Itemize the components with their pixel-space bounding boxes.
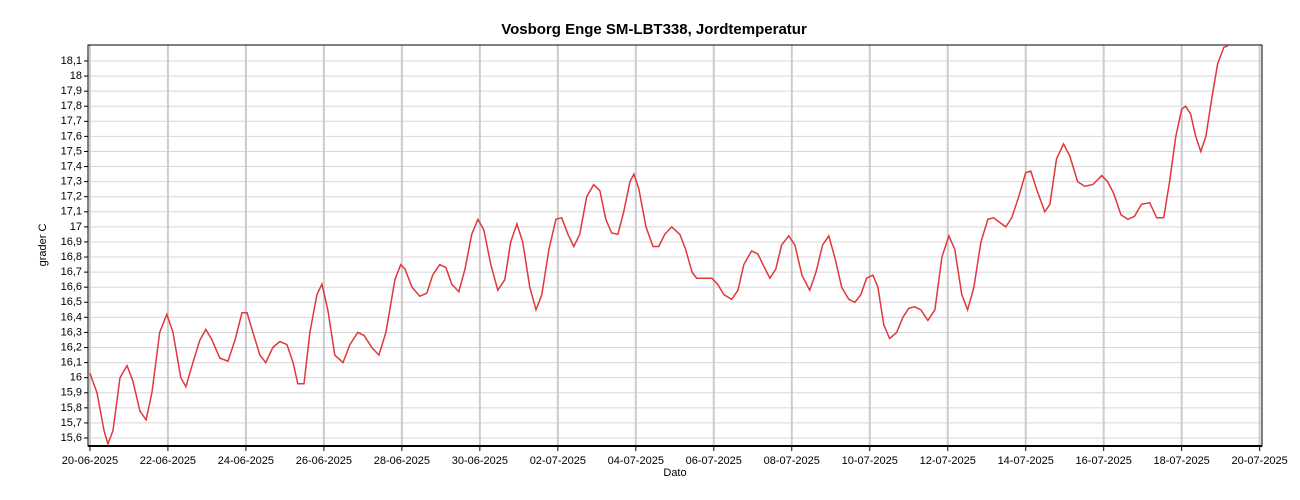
x-tick-label: 14-07-2025: [998, 455, 1054, 467]
y-tick-label: 16,4: [61, 311, 82, 323]
chart-title: Vosborg Enge SM-LBT338, Jordtemperatur: [501, 21, 807, 38]
y-tick-label: 16,7: [61, 266, 82, 278]
y-tick-label: 18,1: [61, 55, 82, 67]
data-line: [89, 45, 1228, 447]
y-tick-label: 17,6: [61, 130, 82, 142]
x-tick-label: 28-06-2025: [374, 455, 430, 467]
x-tick-label: 30-06-2025: [452, 455, 508, 467]
y-tick-label: 17,4: [61, 160, 82, 172]
x-tick-label: 06-07-2025: [686, 455, 742, 467]
y-tick-label: 15,8: [61, 402, 82, 414]
y-tick-label: 17,2: [61, 191, 82, 203]
y-tick-label: 17,9: [61, 85, 82, 97]
x-tick-label: 22-06-2025: [140, 455, 196, 467]
x-tick-label: 12-07-2025: [920, 455, 976, 467]
y-tick-label: 17,5: [61, 145, 82, 157]
x-tick-label: 18-07-2025: [1154, 455, 1210, 467]
x-axis-label: Dato: [663, 467, 686, 479]
y-tick-label: 17,7: [61, 115, 82, 127]
x-tick-label: 16-07-2025: [1076, 455, 1132, 467]
y-tick-label: 16: [70, 372, 82, 384]
y-tick-label: 16,9: [61, 236, 82, 248]
x-tick-label: 20-06-2025: [62, 455, 118, 467]
x-tick-label: 24-06-2025: [218, 455, 274, 467]
y-tick-label: 17,1: [61, 206, 82, 218]
x-tick-label: 02-07-2025: [530, 455, 586, 467]
y-tick-label: 17,8: [61, 100, 82, 112]
y-tick-label: 16,8: [61, 251, 82, 263]
x-tick-label: 26-06-2025: [296, 455, 352, 467]
plot-frame: [87, 44, 1263, 447]
y-tick-label: 15,9: [61, 387, 82, 399]
y-tick-label: 15,7: [61, 417, 82, 429]
y-tick-label: 16,5: [61, 296, 82, 308]
y-tick-label: 16,3: [61, 326, 82, 338]
y-tick-label: 16,2: [61, 341, 82, 353]
y-axis-label: grader C: [37, 224, 49, 267]
x-tick-label: 04-07-2025: [608, 455, 664, 467]
y-tick-label: 17,3: [61, 176, 82, 188]
x-tick-label: 10-07-2025: [842, 455, 898, 467]
x-tick-label: 20-07-2025: [1232, 455, 1288, 467]
y-tick-label: 16,6: [61, 281, 82, 293]
y-tick-label: 17: [70, 221, 82, 233]
y-tick-label: 16,1: [61, 357, 82, 369]
y-tick-label: 15,6: [61, 432, 82, 444]
y-tick-label: 18: [70, 70, 82, 82]
x-tick-label: 08-07-2025: [764, 455, 820, 467]
